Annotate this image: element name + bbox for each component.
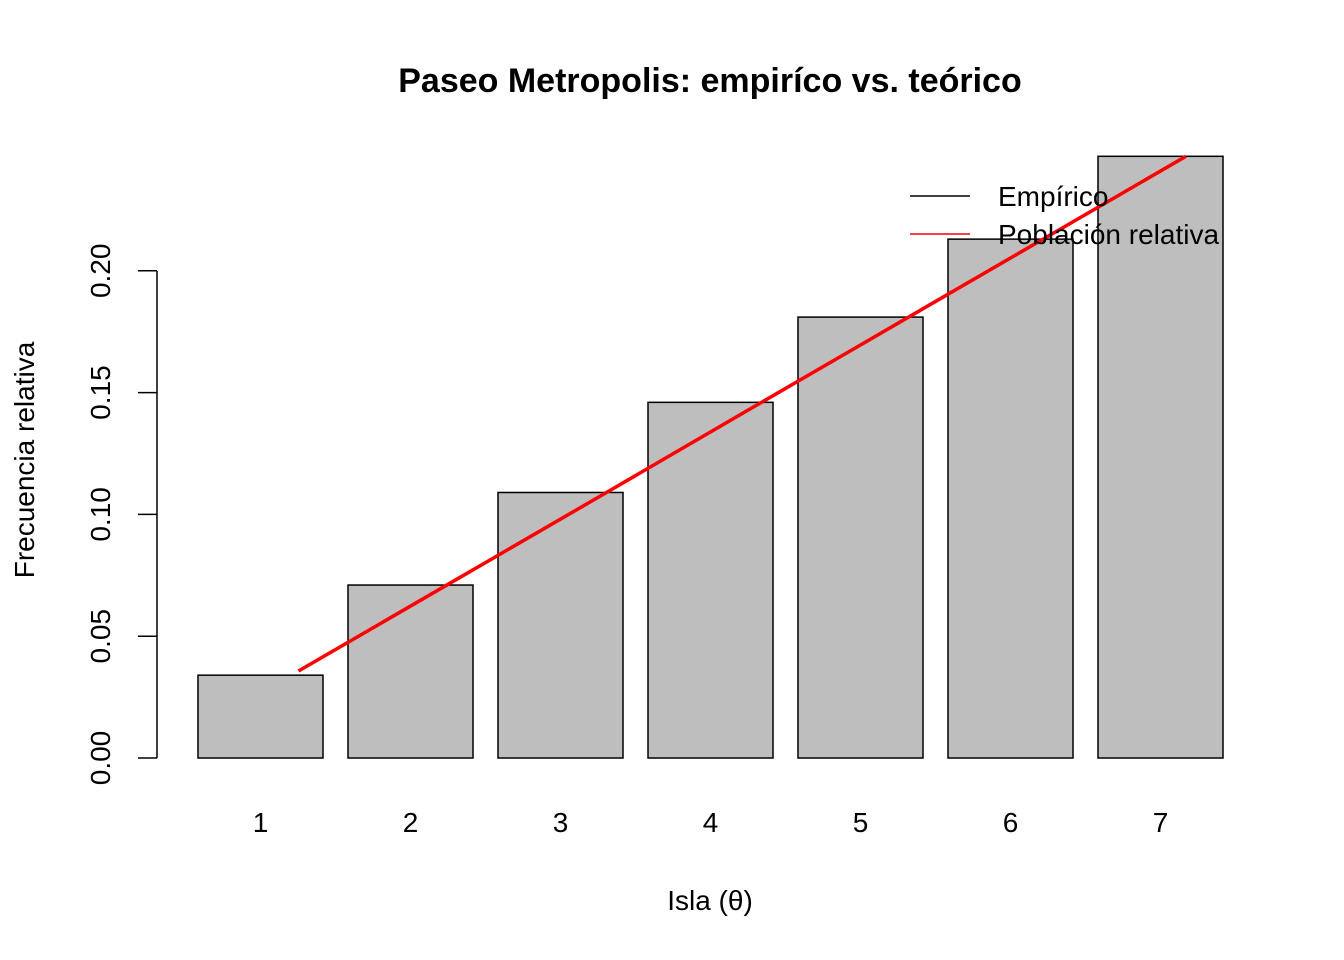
x-tick-label: 5 [853,807,869,838]
bar-4 [647,401,774,759]
line-layer [297,154,1187,673]
x-tick-label: 2 [403,807,419,838]
y-tick-label: 0.10 [85,487,116,542]
y-tick-label: 0.05 [85,609,116,664]
line-poblacion-relativa [297,154,1187,673]
legend-label-poblacion: Población relativa [998,219,1219,250]
legend-label-empirico: Empírico [998,181,1108,212]
bar-1 [197,674,324,759]
legend: Empírico Población relativa [910,181,1219,250]
x-tick-label: 1 [253,807,269,838]
x-tick-label: 6 [1003,807,1019,838]
y-tick-label: 0.00 [85,731,116,786]
y-ticks-group: 0.00 0.05 0.10 0.15 0.20 [85,244,157,786]
bar-6 [947,238,1074,759]
bar-3 [497,491,624,759]
bar-7 [1097,155,1224,759]
x-tick-label: 7 [1153,807,1169,838]
x-axis-label: Isla (θ) [667,885,753,916]
bar-2 [347,584,474,759]
x-ticks-group: 1 2 3 4 5 6 7 [253,807,1169,838]
y-axis-label: Frecuencia relativa [9,341,40,578]
bars-group [197,155,1224,759]
x-tick-label: 3 [553,807,569,838]
chart-title: Paseo Metropolis: empiríco vs. teórico [398,62,1022,100]
bar-5 [797,316,924,759]
y-tick-label: 0.15 [85,365,116,420]
y-tick-label: 0.20 [85,244,116,299]
x-tick-label: 4 [703,807,719,838]
